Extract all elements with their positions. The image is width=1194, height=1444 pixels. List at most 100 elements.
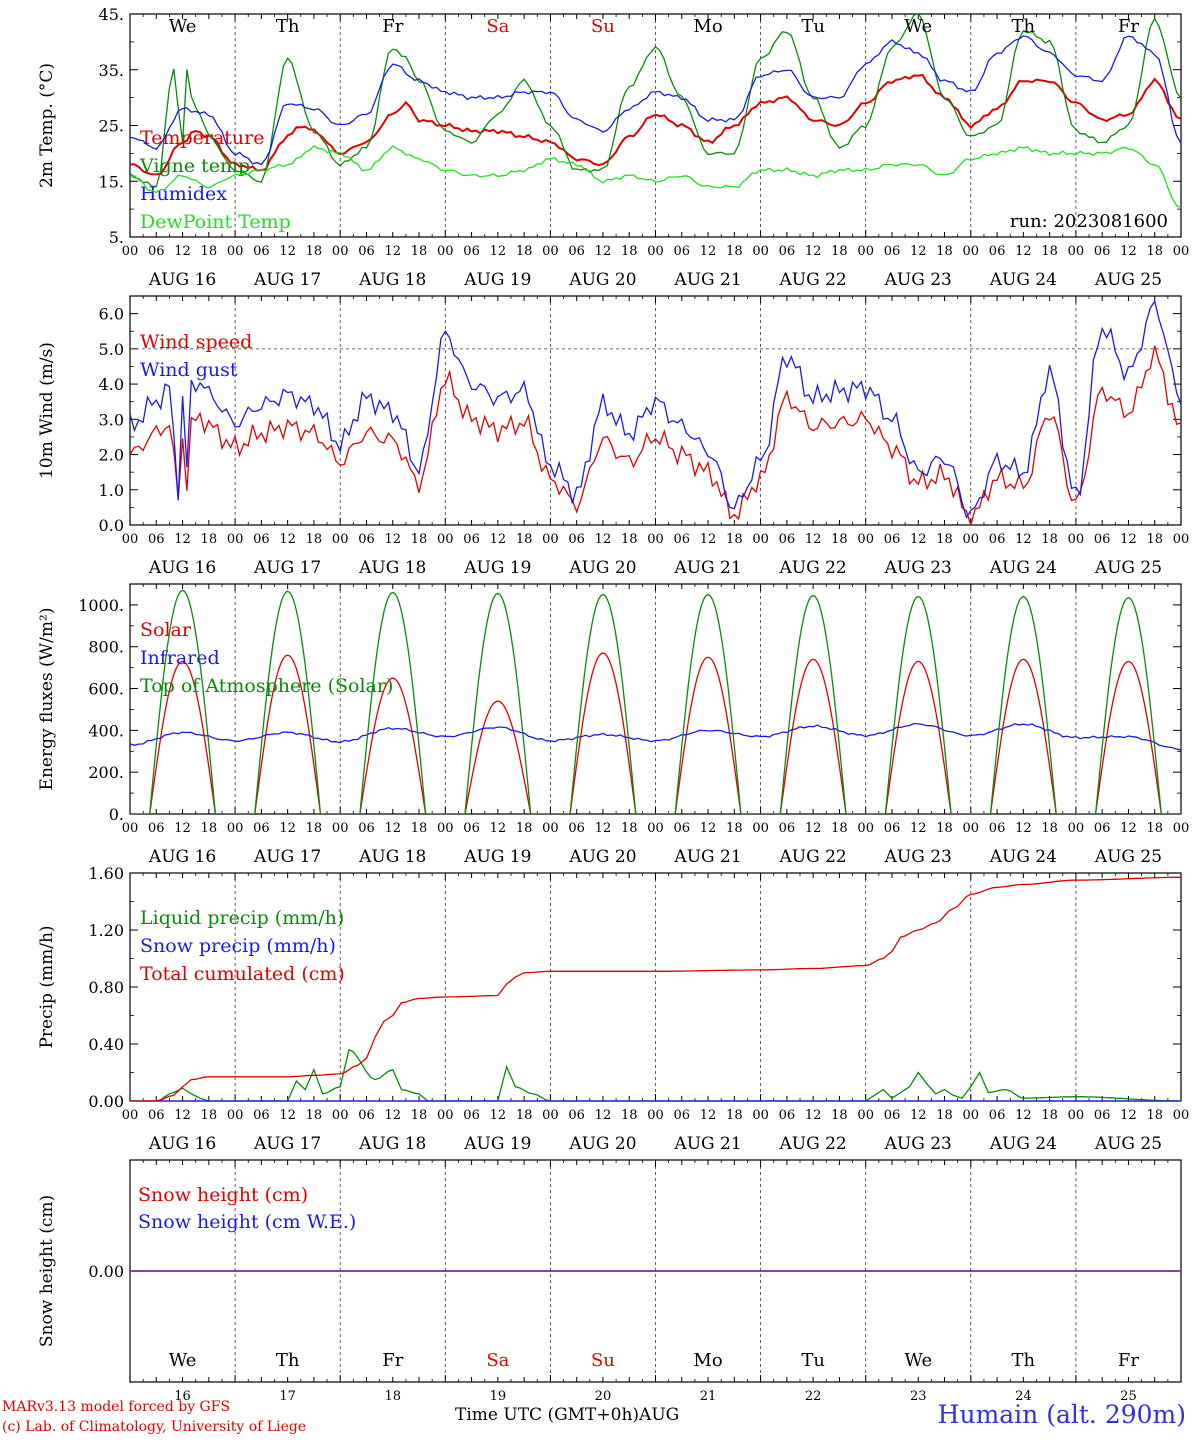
precip-date-label: AUG 18 [358, 1134, 426, 1154]
wind-ytick-label: 5.0 [99, 340, 124, 359]
energy-date-label: AUG 19 [463, 847, 531, 867]
wind-hour-label: 12 [279, 532, 296, 547]
snow-legend-snow-height-cm-: Snow height (cm) [138, 1184, 308, 1206]
snow-ylabel: Snow height (cm) [37, 1195, 57, 1347]
wind-hour-label: 18 [201, 532, 218, 547]
precip-hour-label: 06 [1094, 1108, 1111, 1123]
temperature-hour-label: 00 [227, 244, 244, 259]
precip-date-label: AUG 16 [148, 1134, 216, 1154]
energy-hour-label: 06 [358, 821, 375, 836]
precip-hour-label: 18 [1041, 1108, 1058, 1123]
temperature-legend-vigne-temp: Vigne temp [139, 155, 250, 177]
precip-hour-label: 06 [568, 1108, 585, 1123]
precip-hour-label: 00 [857, 1108, 874, 1123]
run-label: run: 2023081600 [1010, 211, 1168, 232]
precip-date-label: AUG 21 [673, 1134, 741, 1154]
temperature-hour-label: 06 [148, 244, 165, 259]
temperature-hour-label: 18 [936, 244, 953, 259]
wind-hour-label: 18 [726, 532, 743, 547]
day-number-9: 25 [1120, 1389, 1137, 1404]
wind-hour-label: 18 [831, 532, 848, 547]
temperature-hour-label: 00 [332, 244, 349, 259]
wind-hour-label: 18 [1041, 532, 1058, 547]
x-axis-title: Time UTC (GMT+0h)AUG [455, 1405, 679, 1425]
energy-hour-label: 18 [1041, 821, 1058, 836]
temperature-hour-label: 18 [201, 244, 218, 259]
wind-hour-label: 00 [857, 532, 874, 547]
temperature-hour-label: 18 [516, 244, 533, 259]
temperature-hour-label: 12 [700, 244, 717, 259]
temperature-hour-label: 00 [122, 244, 139, 259]
temperature-ytick-label: 5. [109, 228, 124, 247]
day-number-1: 17 [279, 1389, 296, 1404]
wind-ytick-label: 6.0 [99, 305, 124, 324]
wind-date-label: AUG 17 [253, 558, 321, 578]
wind-hour-label: 12 [1015, 532, 1032, 547]
precip-hour-label: 06 [148, 1108, 165, 1123]
precip-ytick-label: 1.20 [88, 921, 124, 940]
precip-hour-label: 18 [201, 1108, 218, 1123]
wind-hour-label: 18 [1146, 532, 1163, 547]
temperature-date-label: AUG 17 [253, 270, 321, 290]
panel-wind: 0.0 1.0 2.0 3.0 4.0 5.0 6.0 10m Wind (m/s) 00 06 1… [37, 295, 1189, 578]
temperature-hour-label: 00 [437, 244, 454, 259]
wind-hour-label: 06 [148, 532, 165, 547]
energy-hour-label: 06 [148, 821, 165, 836]
day-number-5: 21 [700, 1389, 717, 1404]
precip-hour-label: 00 [752, 1108, 769, 1123]
snow-legend-snow-height-cm-w-e-: Snow height (cm W.E.) [138, 1211, 356, 1233]
precip-hour-label: 12 [805, 1108, 822, 1123]
wind-ytick-label: 2.0 [99, 446, 124, 465]
precip-date-label: AUG 22 [779, 1134, 847, 1154]
precip-date-label: AUG 20 [568, 1134, 636, 1154]
wind-hour-label: 00 [542, 532, 559, 547]
precip-ytick-label: 1.60 [88, 864, 124, 883]
precip-ytick-label: 0.00 [88, 1092, 124, 1111]
precip-hour-label: 12 [700, 1108, 717, 1123]
wind-hour-label: 18 [516, 532, 533, 547]
precip-hour-label: 00 [1173, 1108, 1190, 1123]
temperature-ytick-label: 35. [99, 61, 124, 80]
weekday-bottom-3: Sa [486, 1350, 509, 1371]
precip-hour-label: 18 [621, 1108, 638, 1123]
wind-hour-label: 18 [411, 532, 428, 547]
precip-hour-label: 12 [384, 1108, 401, 1123]
wind-hour-label: 12 [1120, 532, 1137, 547]
day-number-4: 20 [595, 1389, 612, 1404]
wind-date-label: AUG 25 [1094, 558, 1162, 578]
wind-ytick-label: 0.0 [99, 516, 124, 535]
station-name: Humain (alt. 290m) [937, 1400, 1186, 1429]
energy-hour-label: 12 [700, 821, 717, 836]
precip-legend-liquid-precip-mm-h-: Liquid precip (mm/h) [140, 907, 344, 929]
wind-hour-label: 00 [122, 532, 139, 547]
panel-temperature: 5. 15. 25. 35. 45. 2m Temp. (°C) 00 06 12 18 00 06 1… [37, 5, 1189, 290]
precip-hour-label: 06 [358, 1108, 375, 1123]
wind-date-label: AUG 21 [673, 558, 741, 578]
weekday-top-3: Sa [486, 16, 509, 37]
temperature-hour-label: 06 [779, 244, 796, 259]
energy-ytick-label: 400. [88, 721, 124, 740]
precip-hour-label: 12 [490, 1108, 507, 1123]
temperature-legend-dewpoint-temp: DewPoint Temp [140, 211, 291, 233]
day-number-6: 22 [805, 1389, 822, 1404]
energy-hour-label: 00 [1068, 821, 1085, 836]
precip-date-label: AUG 19 [463, 1134, 531, 1154]
weekday-bottom-8: Th [1012, 1350, 1036, 1371]
temperature-date-label: AUG 24 [989, 270, 1057, 290]
energy-date-label: AUG 22 [779, 847, 847, 867]
temperature-hour-label: 06 [463, 244, 480, 259]
wind-hour-label: 12 [910, 532, 927, 547]
panel-precip: 0.00 0.40 0.80 1.20 1.60 Precip (mm/h) 00 06 12 1… [37, 864, 1189, 1154]
temperature-ytick-label: 45. [99, 5, 124, 24]
wind-ylabel: 10m Wind (m/s) [37, 342, 57, 479]
temperature-date-label: AUG 22 [779, 270, 847, 290]
precip-hour-label: 00 [437, 1108, 454, 1123]
wind-date-label: AUG 16 [148, 558, 216, 578]
energy-hour-label: 00 [1173, 821, 1190, 836]
x-axis-title-text: Time UTC (GMT+0h) [455, 1405, 640, 1425]
wind-ytick-label: 4.0 [99, 375, 124, 394]
weekday-top-6: Tu [801, 16, 825, 37]
precip-hour-label: 12 [595, 1108, 612, 1123]
wind-date-label: AUG 20 [568, 558, 636, 578]
